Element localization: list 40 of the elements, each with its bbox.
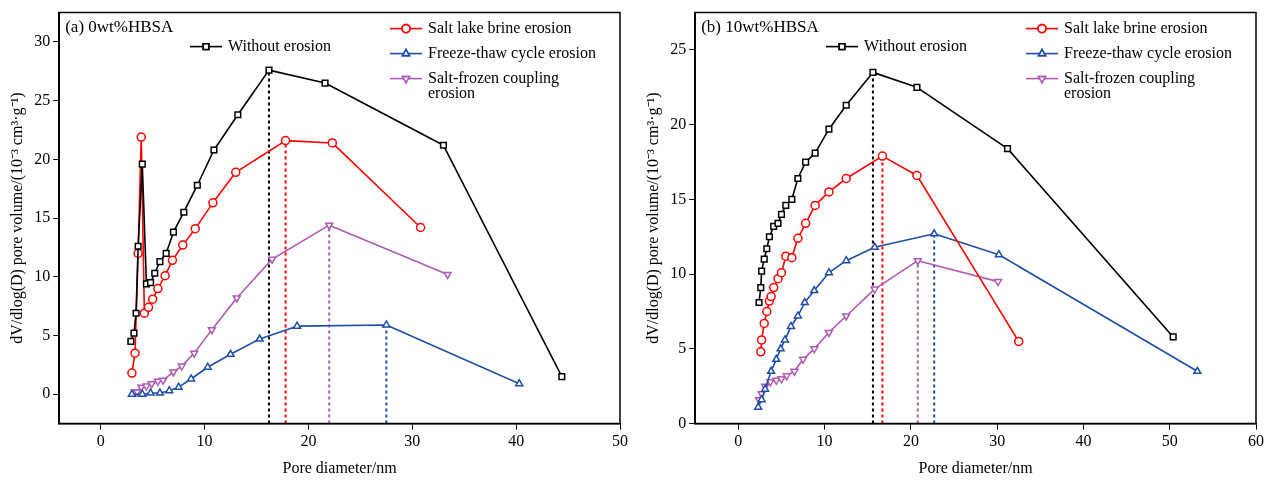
legend-label: Salt lake brine erosion — [428, 18, 572, 36]
legend-label: Salt lake brine erosion — [1064, 18, 1208, 36]
x-tick-label: 10 — [816, 432, 833, 450]
y-tick-label: 0 — [678, 413, 687, 431]
y-tick-label: 0 — [42, 384, 51, 402]
x-tick-label: 0 — [734, 432, 743, 450]
y-tick-label: 10 — [34, 267, 51, 285]
y-tick-label: 20 — [34, 149, 51, 167]
y-tick-label: 30 — [34, 32, 51, 50]
legend-label: Without erosion — [864, 36, 967, 54]
legend-label: Freeze-thaw cycle erosion — [1064, 43, 1232, 62]
legend-label: Salt-frozen coupling erosion — [428, 68, 560, 101]
y-tick-label: 25 — [34, 90, 51, 108]
y-tick-label: 10 — [670, 264, 687, 282]
y-tick-label: 15 — [34, 208, 51, 226]
chart-title: (a) 0wt%HBSA — [65, 16, 175, 36]
legend-label: Salt-frozen coupling erosion — [1064, 68, 1196, 101]
x-tick-label: 40 — [508, 432, 525, 450]
x-tick-label: 50 — [612, 432, 628, 450]
y-axis-title: dV/dlog(D) pore volume/(10⁻³ cm³·g⁻¹) — [7, 92, 26, 344]
y-tick-label: 15 — [670, 189, 687, 207]
x-tick-label: 50 — [1161, 432, 1178, 450]
legend-label: Freeze-thaw cycle erosion — [428, 43, 596, 62]
x-tick-label: 30 — [404, 432, 421, 450]
y-tick-label: 5 — [42, 325, 51, 343]
x-axis-title: Pore diameter/nm — [918, 458, 1034, 476]
x-tick-label: 10 — [196, 432, 213, 450]
x-tick-label: 40 — [1075, 432, 1092, 450]
chart-title: (b) 10wt%HBSA — [701, 16, 820, 36]
x-tick-label: 0 — [96, 432, 105, 450]
x-axis-title: Pore diameter/nm — [282, 458, 398, 476]
x-tick-label: 30 — [989, 432, 1006, 450]
x-tick-label: 20 — [902, 432, 919, 450]
x-tick-label: 20 — [300, 432, 317, 450]
y-tick-label: 20 — [670, 114, 687, 132]
x-tick-label: 60 — [1248, 432, 1264, 450]
y-tick-label: 5 — [678, 339, 687, 357]
y-tick-label: 25 — [670, 40, 687, 58]
legend-label: Without erosion — [228, 36, 331, 54]
y-axis-title: dV/dlog(D) pore volume/(10⁻³ cm³·g⁻¹) — [643, 92, 662, 344]
